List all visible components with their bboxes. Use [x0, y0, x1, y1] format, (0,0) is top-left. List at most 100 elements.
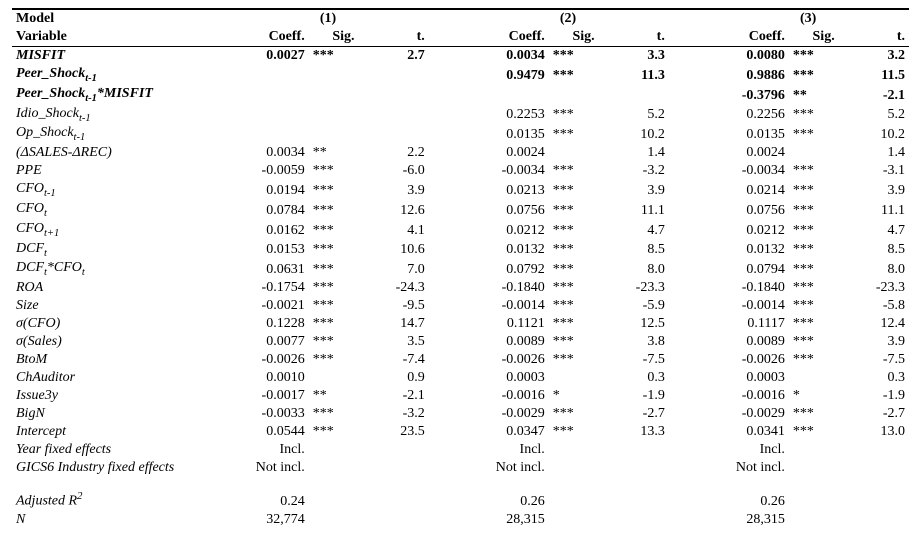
ind-fe-3: Not incl. — [707, 459, 789, 477]
coeff-cell: 0.0756 — [707, 200, 789, 220]
table-row: ChAuditor0.00100.90.00030.30.00030.3 — [12, 369, 909, 387]
coeff-cell: -0.0017 — [227, 387, 309, 405]
t-cell — [359, 105, 429, 125]
sig-cell: *** — [549, 297, 599, 315]
sig-cell: * — [789, 387, 839, 405]
table-row: (ΔSALES-ΔREC)0.0034**2.20.00241.40.00241… — [12, 144, 909, 162]
t-cell: -24.3 — [359, 279, 429, 297]
table-row: Intercept0.0544***23.50.0347***13.30.034… — [12, 423, 909, 441]
sig-cell: *** — [549, 124, 599, 144]
coeff-cell: -0.1754 — [227, 279, 309, 297]
coeff-cell: -0.0014 — [467, 297, 549, 315]
coeff-cell: 0.0089 — [467, 333, 549, 351]
header-variable-row: Variable Coeff. Sig. t. Coeff. Sig. t. C… — [12, 28, 909, 47]
sig-cell — [309, 124, 359, 144]
sig-cell: *** — [549, 240, 599, 260]
table-row: Idio_Shockt-10.2253***5.20.2256***5.2 — [12, 105, 909, 125]
sig-cell: *** — [309, 240, 359, 260]
sig-cell: *** — [549, 65, 599, 85]
variable-name: BtoM — [12, 351, 227, 369]
sig-cell: *** — [549, 200, 599, 220]
t-cell: -2.7 — [839, 405, 909, 423]
table-row: Peer_Shockt-10.9479***11.30.9886***11.5 — [12, 65, 909, 85]
sig-cell: *** — [789, 351, 839, 369]
t-cell: 5.2 — [839, 105, 909, 125]
coeff-cell — [227, 124, 309, 144]
model-3: (3) — [707, 9, 909, 28]
variable-name: CFOt+1 — [12, 220, 227, 240]
sig-cell — [309, 369, 359, 387]
t-cell: 11.1 — [599, 200, 669, 220]
t-cell: -7.5 — [599, 351, 669, 369]
t-cell — [359, 85, 429, 105]
coeff-cell: 0.0794 — [707, 259, 789, 279]
t-cell: 11.1 — [839, 200, 909, 220]
coeff-cell: 0.0080 — [707, 47, 789, 66]
t-cell: 3.9 — [599, 180, 669, 200]
col-coeff-2: Coeff. — [467, 28, 549, 47]
coeff-cell: 0.1117 — [707, 315, 789, 333]
sig-cell: *** — [549, 405, 599, 423]
coeff-cell: -0.0026 — [467, 351, 549, 369]
t-cell: 3.5 — [359, 333, 429, 351]
coeff-cell: -0.1840 — [467, 279, 549, 297]
sig-cell: *** — [789, 105, 839, 125]
variable-name: CFOt — [12, 200, 227, 220]
t-cell: -2.1 — [359, 387, 429, 405]
table-row: CFOt-10.0194***3.90.0213***3.90.0214***3… — [12, 180, 909, 200]
sig-cell: *** — [789, 124, 839, 144]
t-cell: 3.3 — [599, 47, 669, 66]
table-row: σ(Sales)0.0077***3.50.0089***3.80.0089**… — [12, 333, 909, 351]
coeff-cell — [227, 85, 309, 105]
coeff-cell: 0.0024 — [707, 144, 789, 162]
t-cell: 0.3 — [839, 369, 909, 387]
t-cell: 11.3 — [599, 65, 669, 85]
year-fe-2: Incl. — [467, 441, 549, 459]
coeff-cell: -0.0016 — [707, 387, 789, 405]
t-cell: -2.1 — [839, 85, 909, 105]
t-cell: -5.8 — [839, 297, 909, 315]
col-t-1: t. — [359, 28, 429, 47]
coeff-cell: 0.0212 — [467, 220, 549, 240]
sig-cell — [309, 105, 359, 125]
sig-cell: *** — [309, 333, 359, 351]
adjr2-1: 0.24 — [227, 489, 309, 511]
coeff-cell: -0.0034 — [467, 162, 549, 180]
n-2: 28,315 — [467, 511, 549, 529]
sig-cell: *** — [309, 405, 359, 423]
t-cell: 13.3 — [599, 423, 669, 441]
sig-cell: *** — [789, 47, 839, 66]
coeff-cell: 0.0003 — [707, 369, 789, 387]
sig-cell: *** — [549, 315, 599, 333]
table-row: Issue3y-0.0017**-2.1-0.0016*-1.9-0.0016*… — [12, 387, 909, 405]
sig-cell — [789, 144, 839, 162]
table-row: DCFt*CFOt0.0631***7.00.0792***8.00.0794*… — [12, 259, 909, 279]
t-cell: 8.5 — [599, 240, 669, 260]
coeff-cell: -0.0034 — [707, 162, 789, 180]
sig-cell: * — [549, 387, 599, 405]
table-row: σ(CFO)0.1228***14.70.1121***12.50.1117**… — [12, 315, 909, 333]
table-row: PPE-0.0059***-6.0-0.0034***-3.2-0.0034**… — [12, 162, 909, 180]
t-cell: -3.2 — [359, 405, 429, 423]
adjr2-3: 0.26 — [707, 489, 789, 511]
sig-cell: *** — [309, 315, 359, 333]
sig-cell — [549, 85, 599, 105]
sig-cell: ** — [789, 85, 839, 105]
variable-name: Issue3y — [12, 387, 227, 405]
table-row: ROA-0.1754***-24.3-0.1840***-23.3-0.1840… — [12, 279, 909, 297]
coeff-cell: 0.0135 — [467, 124, 549, 144]
sig-cell: *** — [789, 315, 839, 333]
t-cell: -5.9 — [599, 297, 669, 315]
t-cell: -6.0 — [359, 162, 429, 180]
sig-cell: *** — [789, 423, 839, 441]
coeff-cell: 0.0784 — [227, 200, 309, 220]
coeff-cell: 0.0212 — [707, 220, 789, 240]
sig-cell: *** — [789, 180, 839, 200]
coeff-cell: -0.0029 — [707, 405, 789, 423]
coeff-cell: 0.0213 — [467, 180, 549, 200]
table-row: BigN-0.0033***-3.2-0.0029***-2.7-0.0029*… — [12, 405, 909, 423]
coeff-cell: 0.9886 — [707, 65, 789, 85]
t-cell: 8.5 — [839, 240, 909, 260]
table-row: CFOt0.0784***12.60.0756***11.10.0756***1… — [12, 200, 909, 220]
coeff-cell: 0.0153 — [227, 240, 309, 260]
